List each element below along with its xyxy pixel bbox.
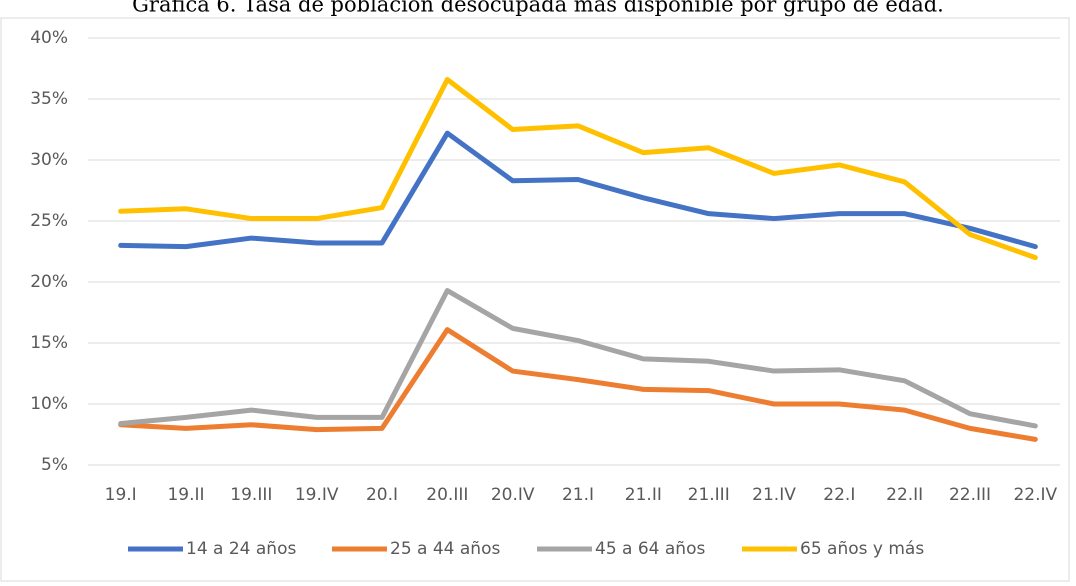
y-tick-label: 20%	[30, 272, 68, 292]
x-tick-label: 21.I	[562, 485, 594, 505]
legend-label: 14 a 24 años	[186, 539, 296, 559]
y-tick-label: 5%	[41, 455, 68, 475]
legend-label: 45 a 64 años	[595, 539, 705, 559]
series-line	[118, 76, 1038, 261]
y-tick-label: 30%	[30, 150, 68, 170]
x-tick-label: 22.I	[823, 485, 855, 505]
x-tick-label: 22.IV	[1013, 485, 1057, 505]
x-tick-label: 22.III	[949, 485, 991, 505]
series-line	[118, 327, 1038, 442]
chart-border	[0, 17, 1070, 582]
y-tick-label: 25%	[30, 211, 68, 231]
x-tick-label: 22.II	[886, 485, 923, 505]
x-tick-label: 20.I	[366, 485, 398, 505]
y-tick-label: 10%	[30, 394, 68, 414]
chart-title: Gráfica 6. Tasa de población desocupada …	[132, 0, 944, 17]
x-tick-label: 21.II	[625, 485, 662, 505]
x-tick-label: 19.III	[230, 485, 272, 505]
series-line	[118, 130, 1038, 250]
x-tick-label: 20.IV	[491, 485, 535, 505]
x-tick-label: 21.III	[688, 485, 730, 505]
x-tick-label: 19.II	[167, 485, 204, 505]
x-tick-label: 19.I	[105, 485, 137, 505]
legend-label: 25 a 44 años	[390, 539, 500, 559]
x-tick-label: 21.IV	[752, 485, 796, 505]
series-line	[118, 288, 1038, 429]
y-tick-label: 35%	[30, 89, 68, 109]
y-tick-label: 15%	[30, 333, 68, 353]
y-tick-label: 40%	[30, 28, 68, 48]
legend-label: 65 años y más	[800, 539, 924, 559]
x-tick-label: 19.IV	[295, 485, 339, 505]
x-tick-label: 20.III	[426, 485, 468, 505]
